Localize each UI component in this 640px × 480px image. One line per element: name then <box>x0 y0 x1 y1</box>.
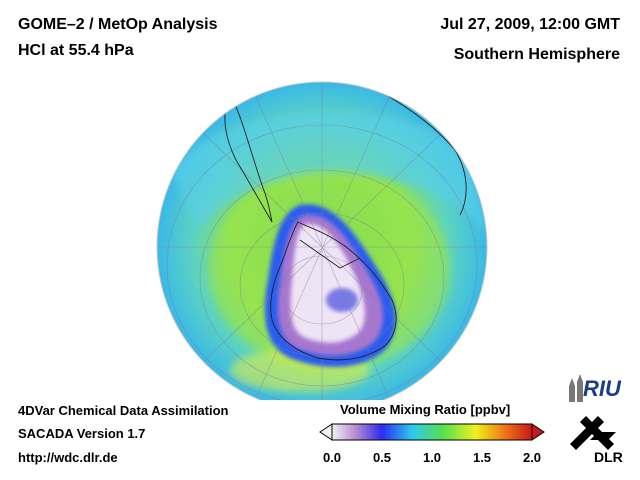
map-subtitle: HCl at 55.4 hPa <box>18 42 134 59</box>
cyan-band <box>170 112 487 240</box>
cathedral-icon <box>569 374 583 402</box>
riu-logo: RIU <box>569 374 622 402</box>
vortex-core-blue <box>326 288 358 312</box>
globe-outline <box>156 81 488 400</box>
riu-logo-text: RIU <box>583 376 622 401</box>
method-label: 4DVar Chemical Data Assimilation <box>18 403 229 418</box>
colorbar-title: Volume Mixing Ratio [ppbv] <box>340 402 511 417</box>
colorbar-tick: 0.5 <box>372 450 392 465</box>
map-title: GOME–2 / MetOp Analysis <box>18 16 218 33</box>
dlr-mark-icon <box>570 416 616 450</box>
colorbar-tick: 0.0 <box>322 450 342 465</box>
vortex-core <box>290 223 365 343</box>
version-label: SACADA Version 1.7 <box>18 426 146 441</box>
url-label: http://wdc.dlr.de <box>18 450 118 465</box>
colorbar <box>319 423 545 441</box>
date-label: Jul 27, 2009, 12:00 GMT <box>440 16 620 33</box>
colorbar-arrow-low <box>319 423 333 441</box>
dlr-logo-text: DLR <box>594 449 623 465</box>
globe-map <box>156 81 488 400</box>
colorbar-tick: 2.0 <box>522 450 542 465</box>
graticule <box>157 82 487 400</box>
colorbar-tick: 1.5 <box>472 450 492 465</box>
region-label: Southern Hemisphere <box>453 46 620 63</box>
dlr-logo: DLR <box>570 416 623 465</box>
colorbar-tick: 1.0 <box>422 450 442 465</box>
colorbar-arrow-high <box>531 423 545 441</box>
colorbar-gradient <box>331 423 533 441</box>
